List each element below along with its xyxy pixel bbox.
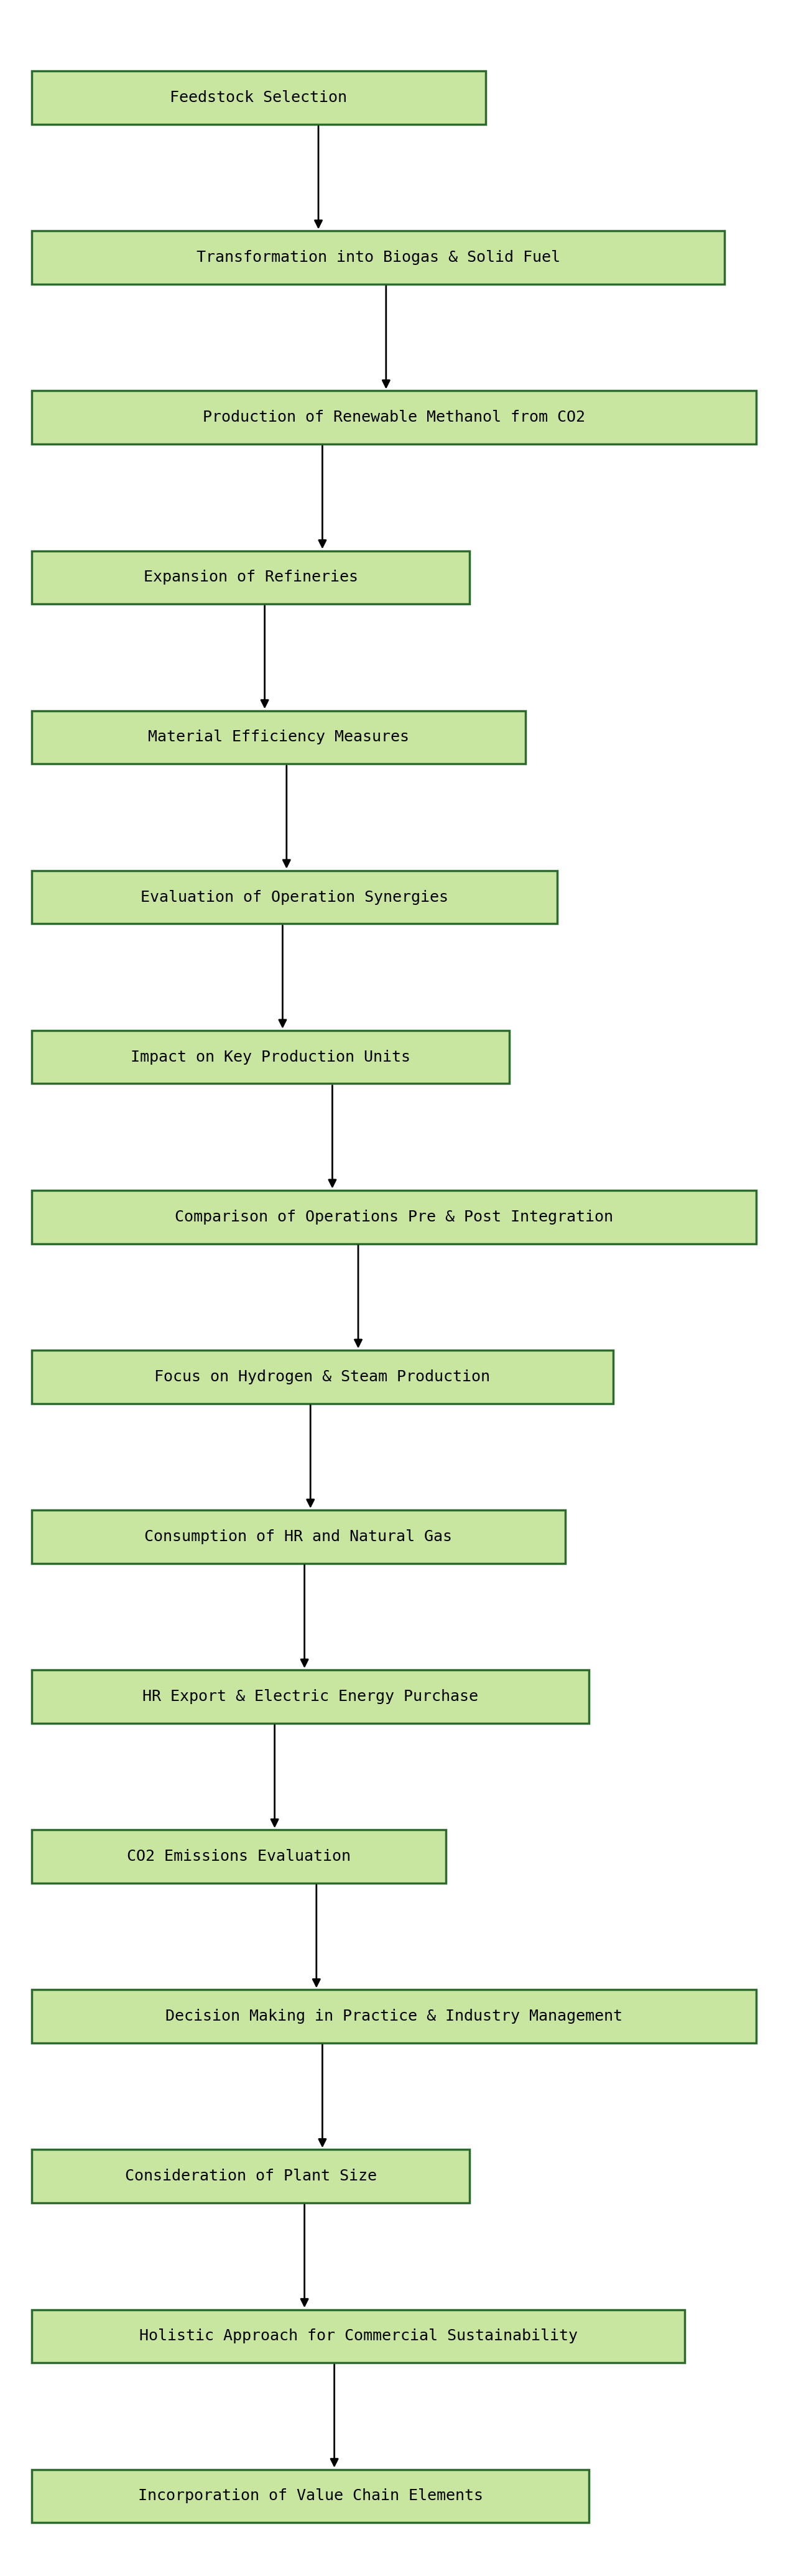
Text: Production of Renewable Methanol from CO2: Production of Renewable Methanol from CO… [203, 410, 585, 425]
Text: Decision Making in Practice & Industry Management: Decision Making in Practice & Industry M… [166, 2009, 622, 2025]
Text: Transformation into Biogas & Solid Fuel: Transformation into Biogas & Solid Fuel [196, 250, 560, 265]
FancyBboxPatch shape [32, 2470, 589, 2522]
Text: Comparison of Operations Pre & Post Integration: Comparison of Operations Pre & Post Inte… [175, 1211, 613, 1224]
Text: Expansion of Refineries: Expansion of Refineries [143, 569, 358, 585]
FancyBboxPatch shape [32, 711, 525, 765]
FancyBboxPatch shape [32, 1190, 756, 1244]
FancyBboxPatch shape [32, 232, 724, 283]
FancyBboxPatch shape [32, 392, 756, 443]
Text: Consideration of Plant Size: Consideration of Plant Size [125, 2169, 377, 2184]
Text: Focus on Hydrogen & Steam Production: Focus on Hydrogen & Steam Production [154, 1370, 490, 1383]
FancyBboxPatch shape [32, 72, 486, 124]
Text: Consumption of HR and Natural Gas: Consumption of HR and Natural Gas [145, 1530, 452, 1543]
FancyBboxPatch shape [32, 1350, 613, 1404]
FancyBboxPatch shape [32, 551, 470, 603]
FancyBboxPatch shape [32, 1829, 446, 1883]
FancyBboxPatch shape [32, 1510, 565, 1564]
Text: CO2 Emissions Evaluation: CO2 Emissions Evaluation [127, 1850, 351, 1865]
FancyBboxPatch shape [32, 2311, 685, 2362]
Text: Holistic Approach for Commercial Sustainability: Holistic Approach for Commercial Sustain… [139, 2329, 577, 2344]
Text: Impact on Key Production Units: Impact on Key Production Units [131, 1048, 411, 1064]
FancyBboxPatch shape [32, 1989, 756, 2043]
Text: Evaluation of Operation Synergies: Evaluation of Operation Synergies [141, 889, 448, 904]
FancyBboxPatch shape [32, 1030, 509, 1084]
Text: Incorporation of Value Chain Elements: Incorporation of Value Chain Elements [138, 2488, 483, 2504]
Text: Material Efficiency Measures: Material Efficiency Measures [148, 729, 409, 744]
Text: HR Export & Electric Energy Purchase: HR Export & Electric Energy Purchase [142, 1690, 478, 1705]
Text: Feedstock Selection: Feedstock Selection [170, 90, 347, 106]
FancyBboxPatch shape [32, 871, 557, 925]
FancyBboxPatch shape [32, 2148, 470, 2202]
FancyBboxPatch shape [32, 1669, 589, 1723]
